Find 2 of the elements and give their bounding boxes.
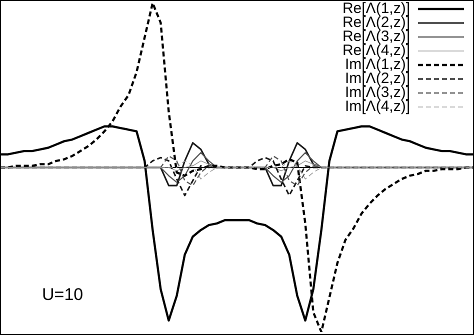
- annotation: U=10: [42, 285, 84, 305]
- legend-label: Re[Λ(1,z)]: [342, 0, 410, 17]
